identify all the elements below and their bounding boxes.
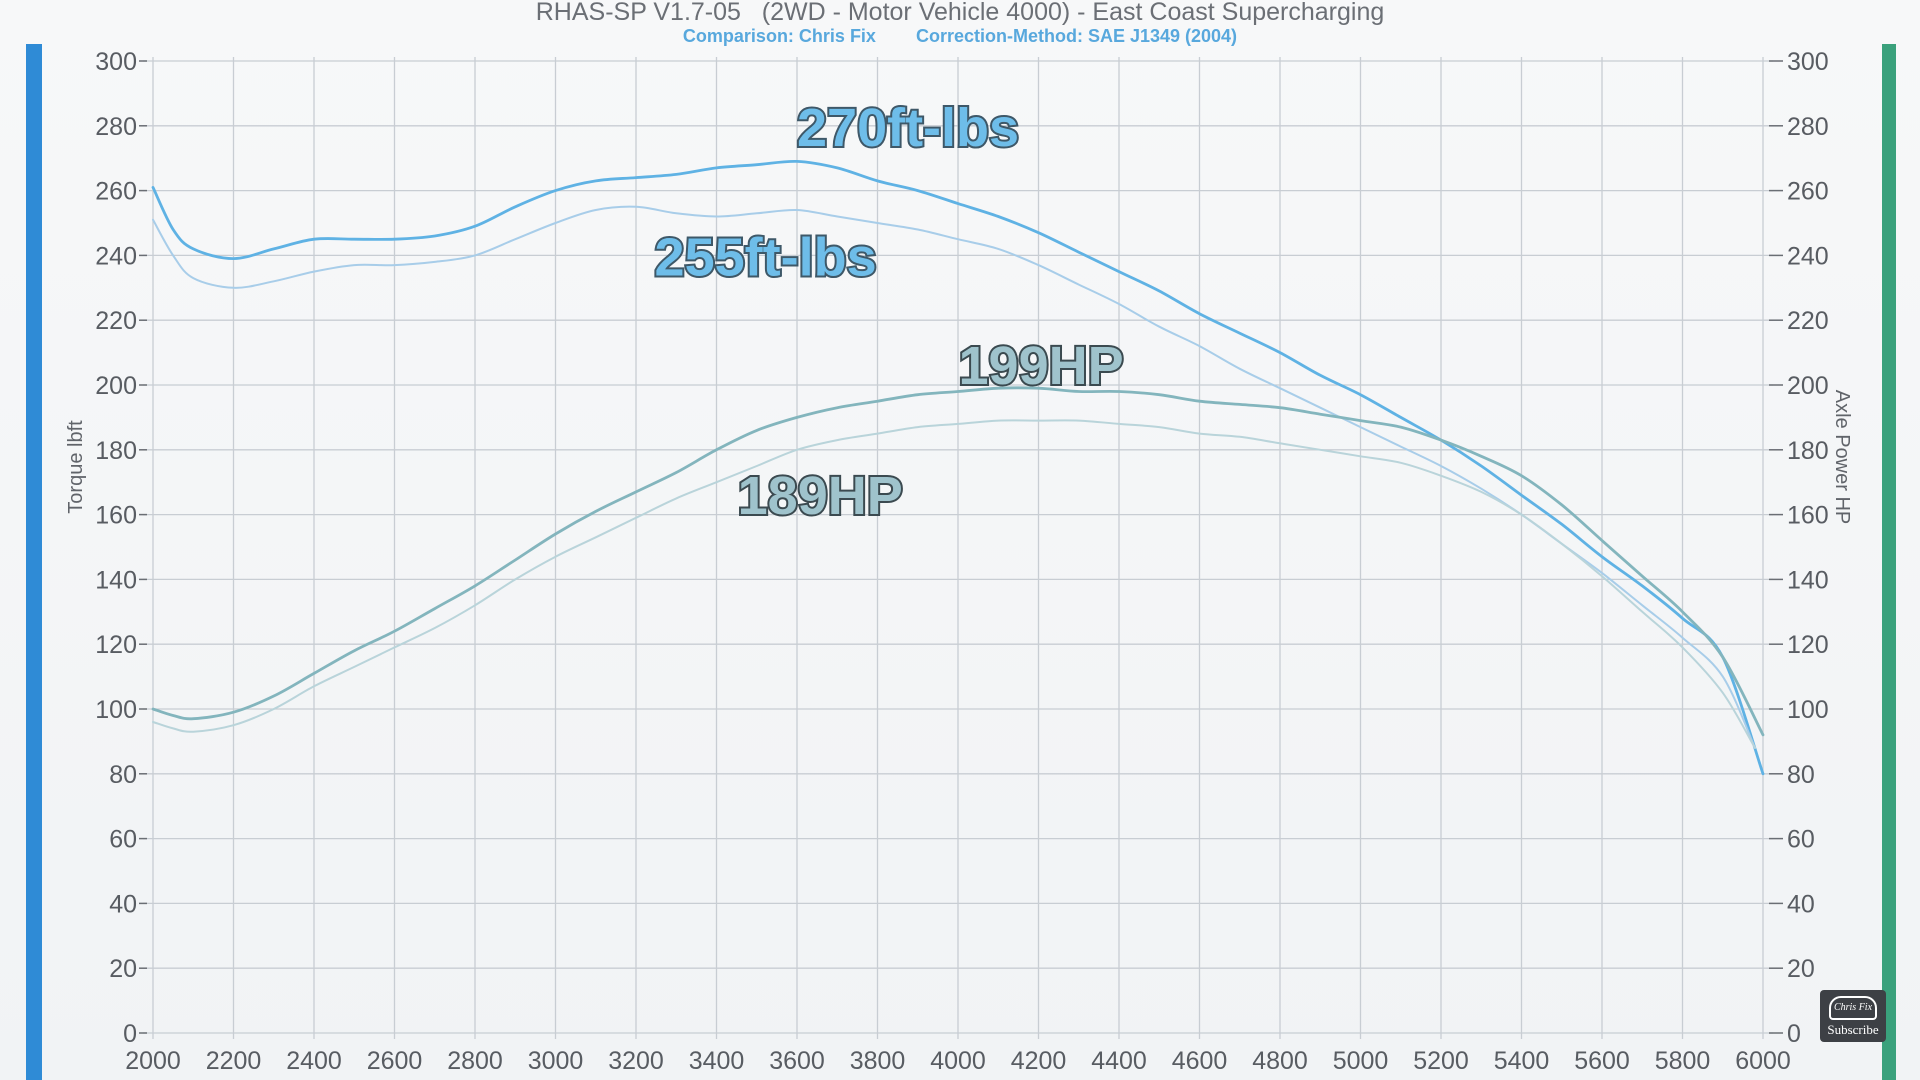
y2-tick-label: 300 <box>1787 48 1829 76</box>
y-tick-label: 280 <box>95 113 137 141</box>
y-tick-label: 20 <box>109 955 137 983</box>
y2-tick-label: 260 <box>1787 178 1829 206</box>
y2-tick-label: 0 <box>1787 1020 1801 1048</box>
y-tick-label: 60 <box>109 826 137 854</box>
x-tick-label: 4200 <box>1011 1047 1067 1075</box>
series-line-torque-after <box>151 159 1765 776</box>
x-tick-label: 4600 <box>1172 1047 1228 1075</box>
subscribe-label: Subscribe <box>1827 1022 1879 1037</box>
x-tick-label: 4000 <box>930 1047 986 1075</box>
y-axis-title: Torque lbft <box>65 420 87 514</box>
x-tick-label: 6000 <box>1735 1047 1791 1075</box>
y2-tick-label: 180 <box>1787 437 1829 465</box>
y2-tick-label: 100 <box>1787 696 1829 724</box>
y2-tick-label: 80 <box>1787 761 1815 789</box>
x-tick-label: 2400 <box>286 1047 342 1075</box>
y2-tick-label: 60 <box>1787 826 1815 854</box>
x-tick-label: 3200 <box>608 1047 664 1075</box>
y-tick-label: 40 <box>109 890 137 918</box>
y2-tick-label: 160 <box>1787 502 1829 530</box>
y-tick-label: 100 <box>95 696 137 724</box>
annotation-torque-before: 255ft-lbs <box>655 227 877 287</box>
y2-tick-label: 120 <box>1787 631 1829 659</box>
y-tick-label: 0 <box>123 1020 137 1048</box>
x-tick-label: 2600 <box>367 1047 423 1075</box>
y2-tick-label: 40 <box>1787 890 1815 918</box>
y2-tick-label: 220 <box>1787 307 1829 335</box>
left-accent-bar <box>26 44 42 1080</box>
y2-tick-label: 280 <box>1787 113 1829 141</box>
chart-subtitle: Comparison: Chris Fix Correction-Method:… <box>0 26 1920 47</box>
x-tick-label: 3600 <box>769 1047 825 1075</box>
car-logo-icon: Chris Fix <box>1829 996 1877 1020</box>
y2-tick-label: 20 <box>1787 955 1815 983</box>
correction-method-label: Correction-Method: SAE J1349 (2004) <box>915 26 1238 46</box>
y2-tick-label: 240 <box>1787 242 1829 270</box>
x-tick-label: 3400 <box>689 1047 745 1075</box>
y2-tick-label: 200 <box>1787 372 1829 400</box>
series-line-power-after <box>151 386 1765 737</box>
x-tick-label: 5600 <box>1574 1047 1630 1075</box>
chart-title: RHAS-SP V1.7-05 (2WD - Motor Vehicle 400… <box>535 0 1385 26</box>
y2-tick-label: 140 <box>1787 566 1829 594</box>
annotation-power-before: 189HP <box>738 466 903 526</box>
y-tick-label: 200 <box>95 372 137 400</box>
y-tick-label: 120 <box>95 631 137 659</box>
x-tick-label: 5800 <box>1655 1047 1711 1075</box>
x-tick-label: 4400 <box>1091 1047 1147 1075</box>
y-tick-label: 260 <box>95 178 137 206</box>
y-tick-label: 240 <box>95 242 137 270</box>
channel-logo[interactable]: Chris Fix Subscribe <box>1820 990 1886 1042</box>
x-tick-label: 2800 <box>447 1047 503 1075</box>
x-tick-label: 4800 <box>1252 1047 1308 1075</box>
x-tick-label: 5400 <box>1494 1047 1550 1075</box>
x-tick-label: 2200 <box>206 1047 262 1075</box>
y-tick-label: 80 <box>109 761 137 789</box>
y-tick-label: 220 <box>95 307 137 335</box>
right-accent-bar <box>1882 44 1896 1080</box>
x-tick-label: 5200 <box>1413 1047 1469 1075</box>
annotation-torque-after: 270ft-lbs <box>797 98 1019 158</box>
y2-axis-title: Axle Power HP <box>1831 390 1853 525</box>
y-tick-label: 160 <box>95 502 137 530</box>
series-line-torque-before <box>152 205 1756 749</box>
x-tick-label: 2000 <box>125 1047 181 1075</box>
y-tick-label: 300 <box>95 48 137 76</box>
y-tick-label: 180 <box>95 437 137 465</box>
x-tick-label: 5000 <box>1333 1047 1389 1075</box>
y-tick-label: 140 <box>95 566 137 594</box>
series-line-power-before <box>152 419 1756 749</box>
comparison-label: Comparison: Chris Fix <box>682 26 876 46</box>
annotation-power-after: 199HP <box>959 336 1124 396</box>
x-tick-label: 3000 <box>528 1047 584 1075</box>
x-tick-label: 3800 <box>850 1047 906 1075</box>
